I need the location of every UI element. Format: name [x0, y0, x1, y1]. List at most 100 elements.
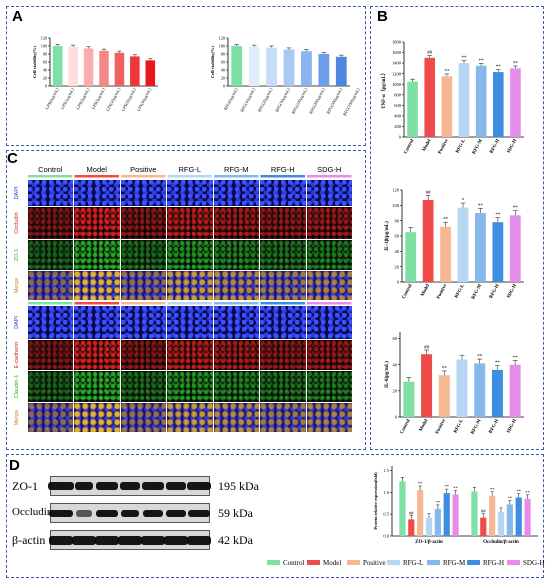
micrograph-tile: [27, 371, 73, 402]
micrograph-tile: [167, 371, 213, 402]
a-right-ytick-label: 20: [221, 76, 225, 81]
panel-c-group-bar: [121, 175, 166, 178]
micrograph-tile: [27, 207, 73, 239]
micrograph-tile: [306, 340, 352, 370]
b-il6-category-label: Positive: [435, 419, 447, 435]
micrograph-tile: [120, 240, 166, 270]
panel-c-group-label: Model: [87, 165, 108, 174]
blot-size-label: 195 kDa: [218, 479, 259, 493]
a-right-ytick-label: 0: [223, 84, 225, 89]
b-tnf-ytick-label: 0: [399, 135, 402, 140]
d-bar: [489, 495, 496, 536]
b-il1b-bar: [457, 207, 469, 282]
micrograph-tile: [260, 271, 306, 300]
micrograph-tile: [120, 271, 166, 300]
micrograph-tile: [306, 207, 352, 239]
micrograph-tile: [260, 306, 306, 339]
micrograph-tile: [260, 180, 306, 206]
panel-c-row-label: ZO-1: [14, 249, 20, 262]
blot-band: [95, 535, 120, 545]
panel-b: [370, 6, 544, 450]
micrograph-tile: [120, 340, 166, 370]
blot-band: [120, 482, 140, 490]
blot-band: [140, 535, 165, 545]
micrograph-tile: [213, 207, 259, 239]
b-il1b-ytick-label: 120: [392, 188, 400, 193]
b-tnf-ytick-label: 800: [394, 92, 402, 97]
b-il1b-ytick-label: 100: [392, 203, 400, 208]
d-group-label: ZO-1/β-actin: [415, 540, 443, 545]
panel-d: [6, 454, 544, 578]
d-significance: **: [525, 490, 530, 495]
d-bar: [515, 497, 522, 536]
micrograph-tile: [167, 207, 213, 239]
b-il1b-ytick-label: 60: [395, 234, 400, 239]
panel-c-group-bar-lower: [121, 302, 166, 305]
panel-d-label: D: [9, 457, 20, 474]
a-left-bar: [99, 50, 109, 86]
b-tnf-bar: [424, 57, 436, 138]
d-legend-swatch: [467, 560, 480, 565]
b-il1b-significance: **: [513, 206, 519, 211]
d-ytick-label: 0.5: [383, 512, 389, 517]
a-left-ytick-label: 40: [43, 68, 47, 73]
b-il6-ytick-label: 0: [395, 415, 398, 420]
d-ytick-label: 1.0: [383, 490, 389, 495]
panel-c-group-bar: [167, 175, 212, 178]
a-right-ytick-label: 80: [221, 52, 225, 57]
b-il1b-category-label: Positive: [436, 284, 448, 300]
panel-c-row-label: DAPI: [14, 186, 20, 199]
panel-c-group-label: RFG-M: [224, 165, 249, 174]
blot-band: [163, 535, 188, 545]
micrograph-tile: [120, 371, 166, 402]
micrograph-tile: [74, 306, 120, 339]
b-il1b-significance: **: [495, 213, 501, 218]
b-tnf-ytick-label: 200: [394, 124, 402, 129]
blot-band: [141, 482, 164, 490]
b-il6-ytick-label: 20: [393, 388, 398, 393]
d-bar: [506, 504, 513, 536]
d-legend-swatch: [347, 560, 360, 565]
b-tnf-bar: [510, 68, 521, 137]
d-ytick-label: 1.5: [383, 468, 389, 473]
blot-protein-label: ZO-1: [12, 479, 38, 493]
b-tnf-significance: **: [462, 56, 468, 61]
b-il6-bar: [456, 359, 468, 417]
b-il1b-bar: [509, 215, 521, 282]
d-bar: [434, 508, 441, 536]
b-il1b-bar: [492, 222, 504, 282]
d-bar: [524, 498, 531, 536]
panel-c-group-label: RFG-H: [271, 165, 295, 174]
blot-protein-label: Occludin: [12, 506, 53, 518]
b-il6-bar: [509, 364, 521, 417]
panel-c-group-bar: [28, 175, 73, 178]
micrograph-tile: [167, 340, 213, 370]
micrograph-tile: [27, 306, 73, 339]
b-tnf-category-label: RFG-H: [489, 138, 501, 154]
b-tnf-category-label: SDG-H: [507, 138, 519, 154]
micrograph-tile: [306, 240, 352, 270]
blot-band: [165, 482, 186, 490]
b-il1b-category-label: RFG-H: [489, 283, 501, 299]
blot-size-label: 59 kDa: [218, 506, 253, 520]
d-significance: **: [490, 487, 495, 492]
d-legend-swatch: [387, 560, 400, 565]
b-il1b-ytick-label: 20: [395, 264, 400, 269]
b-tnf-significance: **: [444, 69, 450, 74]
micrograph-tile: [213, 306, 259, 339]
a-left-bar: [68, 46, 78, 86]
panel-c-group-label: Control: [38, 165, 63, 174]
micrograph-tile: [167, 403, 213, 432]
panel-c-row-label: DAPI: [14, 316, 20, 329]
d-significance: ##: [409, 510, 414, 515]
panel-b-label: B: [377, 8, 388, 25]
d-bar: [443, 493, 450, 536]
panel-c-label: C: [7, 150, 18, 167]
blot-band: [118, 535, 142, 545]
panel-c-group-label: SDG-H: [317, 165, 341, 174]
panel-c-group-bar-lower: [167, 302, 212, 305]
b-il1b-significance: *: [462, 199, 465, 204]
micrograph-tile: [74, 180, 120, 206]
